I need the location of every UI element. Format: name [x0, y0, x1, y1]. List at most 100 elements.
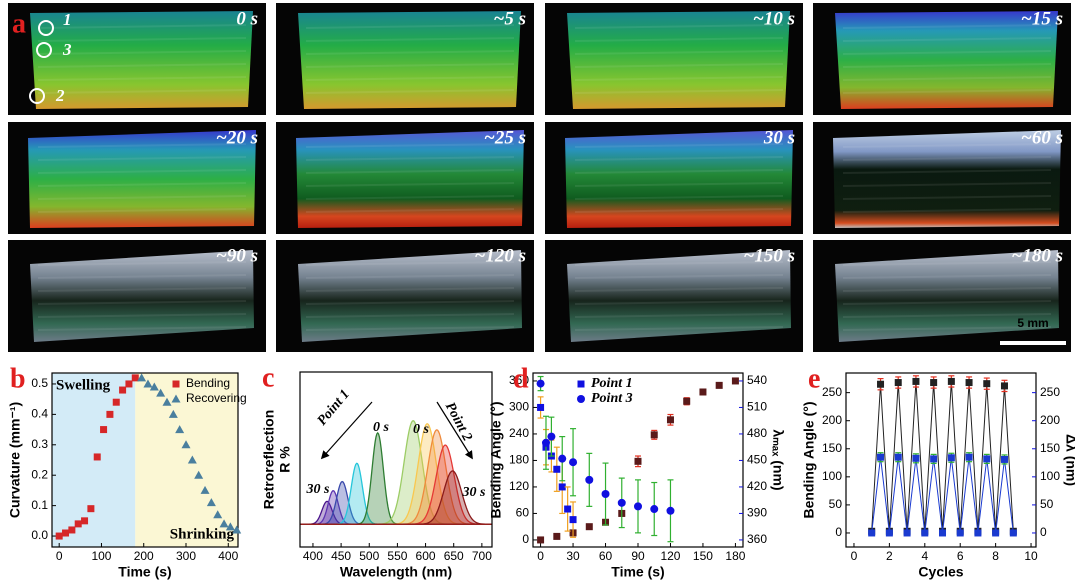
- point: [194, 470, 204, 479]
- series-line: [871, 381, 1014, 532]
- point: [541, 438, 550, 447]
- x-tick-label: 0: [537, 549, 544, 563]
- point: [106, 410, 114, 418]
- film-streak: [305, 50, 515, 55]
- y2-tick-label: 200: [1040, 413, 1060, 427]
- annotation: 30 s: [462, 485, 487, 500]
- point: [894, 453, 902, 461]
- point: [930, 455, 938, 463]
- tile-label: ~180 s: [1012, 245, 1063, 266]
- legend-label: Bending: [186, 376, 230, 390]
- point: [187, 455, 197, 464]
- x-tick-label: 4: [921, 549, 928, 563]
- point: [219, 519, 229, 528]
- film-streak: [842, 326, 1052, 331]
- point: [181, 440, 191, 449]
- film-streak: [574, 76, 784, 81]
- point: [213, 510, 223, 519]
- y-tick-label: 0: [522, 532, 529, 546]
- y-tick-label: 50: [829, 497, 843, 511]
- region-label: Shrinking: [170, 526, 235, 542]
- film-streak: [574, 182, 784, 187]
- point: [558, 483, 566, 491]
- y-tick-label: 0: [835, 525, 842, 539]
- point: [74, 520, 82, 528]
- point: [536, 379, 545, 388]
- point: [93, 453, 101, 461]
- point: [564, 505, 572, 513]
- point-marker: [38, 20, 54, 36]
- y-tick-label: 0.3: [31, 437, 48, 451]
- film-streak: [574, 169, 784, 174]
- tile-label: ~20 s: [216, 127, 258, 148]
- film-streak: [37, 261, 247, 266]
- film-streak: [37, 63, 247, 68]
- film-streak: [574, 208, 784, 213]
- plot-frame: [845, 372, 1037, 548]
- x-tick-label: 450: [331, 549, 351, 563]
- point: [921, 529, 929, 537]
- point-marker-label: 2: [55, 86, 65, 105]
- legend-label: Point 3: [591, 391, 633, 406]
- panel-label: d: [513, 363, 529, 394]
- y-tick-label: 180: [509, 453, 529, 467]
- x-tick-label: 700: [472, 549, 492, 563]
- film-streak: [305, 169, 515, 174]
- annotation: Point 1: [315, 387, 353, 429]
- film-streak: [305, 76, 515, 81]
- film-streak: [574, 326, 784, 331]
- point: [965, 379, 973, 387]
- x-axis-label: Wavelength (nm): [340, 564, 452, 580]
- film-streak: [305, 326, 515, 331]
- y2-tick-label: 510: [747, 400, 767, 414]
- point: [715, 381, 723, 389]
- film-streak: [842, 76, 1052, 81]
- point-marker-label: 3: [62, 40, 72, 59]
- point: [983, 455, 991, 463]
- y-axis-label: Bending Angle (°): [801, 401, 817, 518]
- film-streak: [842, 287, 1052, 292]
- scale-bar-label: 5 mm: [1017, 316, 1048, 330]
- point: [912, 454, 920, 462]
- film-streak: [37, 169, 247, 174]
- point: [232, 525, 242, 534]
- tile-label: ~10 s: [753, 8, 795, 29]
- y2-tick-label: 420: [747, 479, 767, 493]
- point: [585, 475, 594, 484]
- film-streak: [37, 195, 247, 200]
- film-streak: [842, 50, 1052, 55]
- point-marker: [36, 42, 52, 58]
- x-tick-label: 90: [631, 549, 645, 563]
- film-streak: [574, 24, 784, 29]
- point: [112, 398, 120, 406]
- y-axis-label: R %: [277, 446, 293, 473]
- y2-tick-label: 450: [747, 453, 767, 467]
- film-streak: [574, 274, 784, 279]
- tile-label: ~120 s: [475, 245, 526, 266]
- film: [30, 11, 253, 109]
- x-tick-label: 10: [1024, 549, 1038, 563]
- y2-tick-label: 360: [747, 532, 767, 546]
- point: [553, 532, 561, 540]
- x-axis-label: Time (s): [118, 564, 171, 580]
- point: [156, 388, 166, 397]
- point-marker: [29, 88, 45, 104]
- point: [225, 522, 235, 531]
- point: [100, 426, 108, 434]
- y2-axis-label: Δλ (nm): [1063, 434, 1075, 486]
- point: [930, 379, 938, 387]
- x-tick-label: 0: [56, 549, 63, 563]
- film-streak: [842, 24, 1052, 29]
- film: [835, 11, 1058, 109]
- point: [939, 529, 947, 537]
- point: [974, 529, 982, 537]
- film-streak: [574, 195, 784, 200]
- panel-label: b: [10, 363, 26, 394]
- x-tick-label: 650: [444, 549, 464, 563]
- legend-swatch: [172, 380, 180, 388]
- film-streak: [37, 182, 247, 187]
- point: [585, 523, 593, 531]
- tile-label: 30 s: [763, 127, 795, 148]
